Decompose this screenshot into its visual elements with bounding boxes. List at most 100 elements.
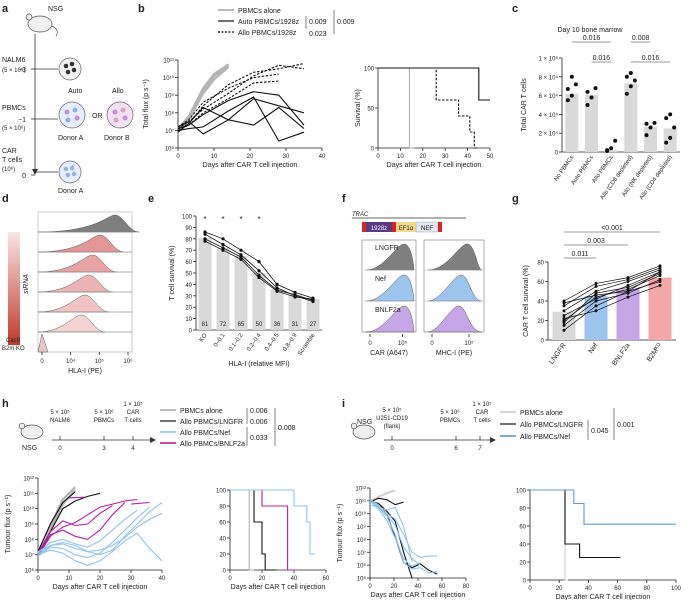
g-line-2 <box>563 275 661 321</box>
c-point <box>668 112 673 117</box>
h-label-2: CAR <box>127 410 140 416</box>
i-flux-ytick-label: 10¹² <box>355 487 366 493</box>
b-flux-ytick-label: 10⁶ <box>165 146 175 153</box>
i-flux-xtick-label: 40 <box>415 584 422 590</box>
i-flux-xtick-label: 60 <box>439 584 446 590</box>
i-flux-series-5 <box>369 499 421 566</box>
h-flux-ytick-label: 10⁸ <box>25 537 35 544</box>
e-bar-0 <box>198 237 212 330</box>
i-surv-ytick-label: 40 <box>519 543 526 549</box>
h-flux-ylabel: Tumour flux (p s⁻¹) <box>5 495 12 554</box>
b-surv-ytick-label: 0 <box>371 147 375 153</box>
panel-h-legend: PBMCs alone Allo PBMCs/LNGFR Allo PBMCs/… <box>160 408 296 448</box>
g-point <box>562 309 566 313</box>
h-flux-xtick-label: 30 <box>128 576 135 582</box>
g-ytick-label: 0 <box>541 339 545 345</box>
sirna-label: siRNA <box>23 274 30 294</box>
c-point <box>569 93 574 98</box>
i-dose-0: 5 × 10⁵ <box>382 407 402 414</box>
i-surv-xtick-label: 80 <box>643 586 650 592</box>
g-bar-3 <box>648 277 672 340</box>
h-day-0: 0 <box>58 446 62 452</box>
h-flux-xtick-label: 10 <box>66 576 73 582</box>
e-point <box>311 297 315 301</box>
c-category-label-0: No PBMCs <box>554 155 576 183</box>
g-ylabel: CAR T cell survival (%) <box>523 265 530 337</box>
panel-i-schematic: NSG 5 × 10⁵ U251-CD19 (flank) 0 5 × 10⁶ … <box>350 401 496 452</box>
e-point <box>257 260 261 264</box>
h-surv-ytick-label: 0 <box>223 569 227 575</box>
d-xtick-label: 10⁶ <box>123 358 133 365</box>
i-flux-ytick-label: 10⁸ <box>357 537 367 544</box>
f-histogram-0-0 <box>365 243 415 271</box>
g-line-0 <box>563 281 661 331</box>
panel-label-b: b <box>138 3 145 15</box>
e-star-0: * <box>203 215 206 224</box>
h-flux-series-6 <box>37 498 138 557</box>
b-surv-xtick-label: 30 <box>442 154 449 160</box>
e-point <box>221 237 225 241</box>
h-label-0: NALM6 <box>50 418 71 424</box>
g-point <box>562 320 566 324</box>
e-point <box>239 255 243 259</box>
g-point <box>658 272 662 276</box>
i-surv-ytick-label: 60 <box>519 525 526 531</box>
c-pval-1: 0.008 <box>632 35 650 42</box>
b-flux-series-5 <box>177 96 305 142</box>
label-pbmcs: PBMCs <box>2 105 26 112</box>
g-point <box>562 317 566 321</box>
i-label2-0: (flank) <box>384 424 401 430</box>
h-flux-ytick-label: 10¹⁰ <box>23 506 35 513</box>
i-flux-series-0 <box>369 489 396 502</box>
pval-b-1: 0.009 <box>309 19 327 26</box>
e-category-label-4: 0.4–0.5 <box>264 332 281 352</box>
h-surv-ytick-label: 40 <box>219 537 226 543</box>
i-flux-ytick-label: 10⁹ <box>357 524 367 531</box>
day-pbmcs: −1 <box>18 117 26 124</box>
c-ylabel: Total CAR T cells <box>521 78 528 132</box>
nalm6-dish-icon <box>58 57 82 81</box>
mouse-label-h: NSG <box>22 445 37 452</box>
e-ytick-label: 10 <box>185 317 192 323</box>
g-ytick-label: 60 <box>537 280 544 286</box>
e-point <box>275 289 279 293</box>
h-flux-series-10 <box>37 506 150 559</box>
construct-diagram: TRAC 1928z EF1α NEF <box>352 212 466 233</box>
panel-h-schematic: NSG 5 × 10⁵ NALM6 0 5 × 10⁶ PBMCs 3 1 × … <box>18 401 156 452</box>
chart-b-flux: 10⁶ 10⁷ 10⁸ 10⁹ 10¹⁰ 10¹¹ 0 10 20 30 40 Days after … <box>143 59 326 170</box>
e-star-1: * <box>221 215 224 224</box>
e-point <box>203 230 207 234</box>
c-ytick-label: 8 × 10⁴ <box>539 74 559 81</box>
i-flux-series-4 <box>369 500 438 574</box>
i-label2-2: T cells <box>473 418 490 424</box>
c-ytick-label: 4 × 10⁴ <box>539 112 559 119</box>
f-histogram-1-0 <box>427 243 483 271</box>
b-flux-xtick-label: 40 <box>319 154 326 160</box>
g-pval-0: 0.011 <box>572 251 589 258</box>
e-category-label-3: 0.2–0.4 <box>246 332 263 352</box>
e-ytick-label: 50 <box>185 272 192 278</box>
b-flux-series-7 <box>177 62 305 131</box>
dose-pbmcs: (5 × 10⁶) <box>2 125 25 132</box>
b-flux-xtick-label: 20 <box>247 154 254 160</box>
h-surv-series-3 <box>230 489 315 555</box>
c-point <box>632 78 637 83</box>
panel-b-legend: PBMCs alone Auto PBMCs/1928z Allo PBMCs/… <box>218 8 355 38</box>
sirna-triangle <box>8 232 20 345</box>
i-day-2: 7 <box>478 446 482 452</box>
i-flux-series-3 <box>369 497 404 506</box>
chart-i-survival: 0 20 40 60 80 100 0 20 40 60 80 100 Days after CAR T… <box>516 489 682 600</box>
day-nalm6: −3 <box>18 67 26 74</box>
chart-g-bars: 0 20 40 60 80 CAR T cell survival (%) LNGFR Nef… <box>523 225 676 367</box>
g-line-4 <box>563 269 661 312</box>
legend-h-2: Allo PBMCs/Nef <box>180 430 230 437</box>
e-ytick-label: 70 <box>185 249 192 255</box>
construct-nef-label: NEF <box>421 226 433 232</box>
f-row-label-0: LNGFR <box>375 245 399 252</box>
c-point <box>672 125 677 130</box>
legend-b-auto: Auto PBMCs/1928z <box>238 19 300 26</box>
c-pval-0: 0.016 <box>583 35 601 42</box>
dose-nalm6: (5 × 10⁵) <box>2 67 25 74</box>
h-label2-2: T cells <box>124 418 141 424</box>
c-bar-3 <box>624 83 638 152</box>
